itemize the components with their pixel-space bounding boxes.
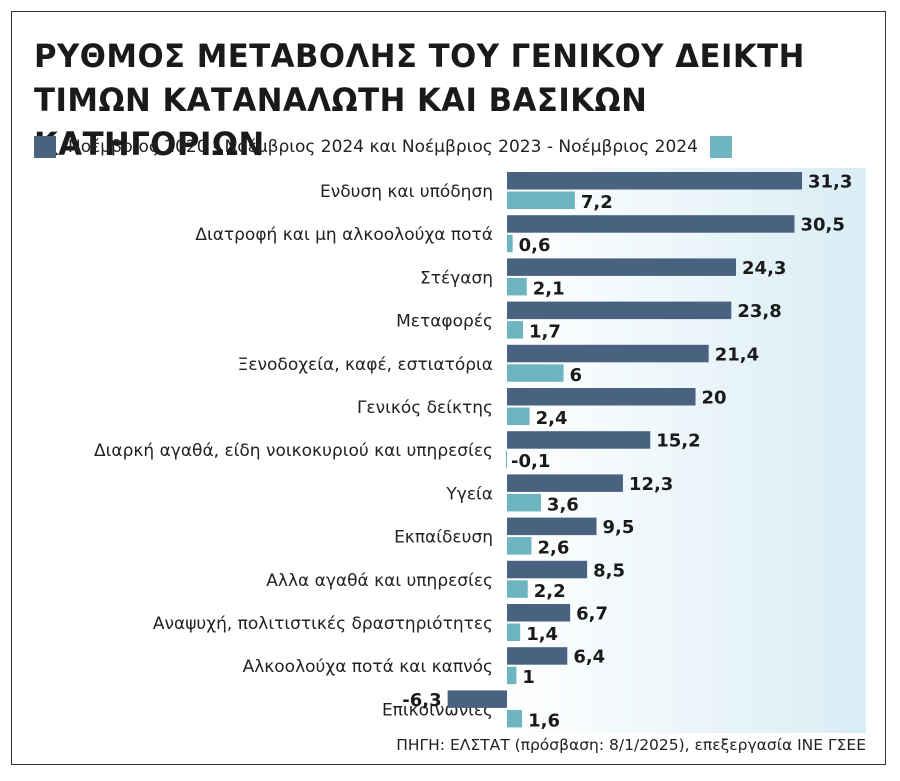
value-label-series-1: 24,3 — [742, 258, 786, 279]
value-label-series-2: 2,2 — [534, 581, 566, 602]
bar-series-1 — [447, 690, 507, 708]
bar-series-1 — [507, 172, 802, 190]
value-label-series-2: 6 — [570, 365, 583, 386]
category-label: Ξενοδοχεία, καφέ, εστιατόρια — [238, 355, 493, 375]
bar-series-1 — [507, 474, 623, 492]
category-label: Μεταφορές — [396, 312, 493, 332]
category-label: Υγεία — [445, 484, 493, 504]
value-label-series-1: -6,3 — [402, 690, 441, 711]
bar-series-2 — [507, 537, 532, 555]
chart-title: ΡΥΘΜΟΣ ΜΕΤΑΒΟΛΗΣ ΤΟΥ ΓΕΝΙΚΟΥ ΔΕΙΚΤΗ ΤΙΜΩ… — [34, 34, 866, 166]
category-label: Ενδυση και υπόδηση — [320, 182, 493, 202]
value-label-series-1: 23,8 — [737, 301, 781, 322]
chart-title-line-2: ΤΙΜΩΝ ΚΑΤΑΝΑΛΩΤΗ ΚΑΙ ΒΑΣΙΚΩΝ ΚΑΤΗΓΟΡΙΩΝ — [34, 81, 648, 163]
value-label-series-1: 6,7 — [576, 604, 608, 625]
bar-series-2 — [506, 450, 507, 469]
category-label: Γενικός δείκτης — [357, 398, 493, 418]
value-label-series-1: 12,3 — [629, 474, 673, 495]
bar-series-2 — [507, 321, 524, 339]
value-label-series-2: 3,6 — [547, 494, 579, 515]
bar-series-2 — [507, 623, 521, 641]
bar-series-2 — [507, 580, 528, 598]
bar-series-1 — [507, 431, 651, 449]
value-label-series-2: 2,6 — [538, 538, 570, 559]
value-label-series-2: 1 — [522, 667, 535, 688]
value-label-series-1: 20 — [701, 388, 726, 409]
value-label-series-2: 0,6 — [519, 235, 551, 256]
bar-series-2 — [507, 666, 517, 685]
value-label-series-2: 2,1 — [533, 278, 565, 299]
category-label: Εκπαίδευση — [394, 528, 493, 548]
value-label-series-1: 31,3 — [808, 172, 852, 193]
value-label-series-1: 6,4 — [573, 647, 605, 668]
bar-series-1 — [507, 258, 737, 276]
value-label-series-1: 9,5 — [603, 517, 635, 538]
bar-series-2 — [507, 407, 530, 425]
value-label-series-2: 2,4 — [536, 408, 568, 429]
bar-series-2 — [507, 277, 527, 296]
source-note: ΠΗΓΗ: ΕΛΣΤΑΤ (πρόσβαση: 8/1/2025), επεξε… — [396, 736, 866, 754]
legend-text: Νοέμβριος 2020 - Νοέμβριος 2024 και Νοέμ… — [68, 137, 698, 157]
chart-title-line-1: ΡΥΘΜΟΣ ΜΕΤΑΒΟΛΗΣ ΤΟΥ ΓΕΝΙΚΟΥ ΔΕΙΚΤΗ — [34, 37, 805, 75]
category-label: Αλκοολούχα ποτά και καπνός — [243, 657, 493, 677]
bar-series-1 — [507, 388, 696, 406]
bar-series-2 — [507, 191, 575, 209]
category-label: Στέγαση — [420, 268, 493, 288]
bar-series-2 — [507, 493, 541, 512]
bar-series-1 — [507, 560, 588, 579]
value-label-series-1: 21,4 — [715, 344, 759, 365]
value-label-series-2: 1,6 — [528, 710, 560, 731]
value-label-series-2: -0,1 — [511, 451, 550, 472]
bar-series-1 — [507, 517, 597, 536]
category-label: Διατροφή και μη αλκοολούχα ποτά — [195, 225, 493, 245]
value-label-series-2: 1,4 — [526, 624, 558, 645]
legend-swatch-series-1 — [34, 136, 56, 158]
bar-series-2 — [507, 234, 513, 253]
chart-frame — [11, 11, 886, 765]
bar-series-1 — [507, 647, 568, 665]
legend-swatch-series-2 — [709, 136, 732, 158]
value-label-series-2: 7,2 — [581, 192, 613, 213]
bar-series-2 — [507, 364, 564, 382]
bar-series-1 — [507, 604, 571, 622]
bar-series-2 — [507, 709, 523, 728]
bar-series-1 — [507, 301, 732, 320]
bar-series-1 — [507, 215, 795, 233]
value-label-series-1: 15,2 — [656, 431, 700, 452]
value-label-series-2: 1,7 — [529, 322, 561, 343]
bar-series-1 — [507, 344, 709, 363]
legend: Νοέμβριος 2020 - Νοέμβριος 2024 και Νοέμ… — [34, 134, 732, 160]
category-label: Αλλα αγαθά και υπηρεσίες — [266, 571, 493, 591]
value-label-series-1: 8,5 — [593, 560, 625, 581]
category-label: Διαρκή αγαθά, είδη νοικοκυριού και υπηρε… — [94, 441, 493, 461]
category-label: Αναψυχή, πολιτιστικές δραστηριότητες — [153, 614, 493, 634]
value-label-series-1: 30,5 — [800, 215, 844, 236]
